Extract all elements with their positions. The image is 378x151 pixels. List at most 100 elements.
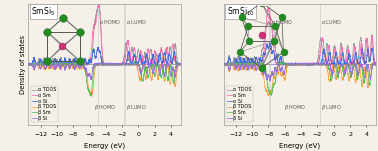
α TDOS — [374, 64, 378, 66]
β Si — [221, 64, 226, 66]
β TDOS — [266, 95, 271, 96]
α Si — [176, 63, 180, 64]
Line: β Sm: β Sm — [223, 62, 376, 95]
α Si — [43, 58, 48, 60]
α TDOS — [26, 63, 31, 65]
β Si — [53, 68, 57, 70]
α Sm — [280, 64, 284, 66]
β TDOS — [370, 62, 374, 64]
β TDOS — [280, 74, 284, 75]
α Sm — [248, 63, 252, 65]
β Sm — [221, 63, 226, 65]
β TDOS — [176, 64, 180, 66]
α Si — [355, 57, 359, 59]
Line: α Si: α Si — [28, 47, 181, 65]
Line: α Sm: α Sm — [28, 5, 181, 66]
α TDOS — [239, 63, 243, 64]
α Si — [248, 63, 253, 64]
β Sm — [53, 64, 57, 66]
α TDOS — [96, 4, 101, 5]
α TDOS — [299, 64, 304, 66]
α Sm — [266, 8, 271, 9]
Legend: α TDOS, α Sm, α Si, β TDOS, β Sm, β Si: α TDOS, α Sm, α Si, β TDOS, β Sm, β Si — [226, 86, 253, 122]
Text: $\beta$ LUMO: $\beta$ LUMO — [321, 103, 342, 112]
α Si — [26, 63, 31, 65]
X-axis label: Energy (eV): Energy (eV) — [279, 142, 321, 149]
Text: $\beta$ HOMO: $\beta$ HOMO — [284, 103, 306, 112]
β TDOS — [239, 63, 243, 65]
α TDOS — [53, 63, 57, 65]
β TDOS — [221, 64, 226, 65]
α TDOS — [179, 62, 183, 64]
β Sm — [269, 94, 274, 96]
β Si — [268, 80, 272, 82]
β TDOS — [159, 63, 164, 65]
Text: $\beta$ LUMO: $\beta$ LUMO — [126, 103, 147, 112]
β Sm — [88, 95, 93, 97]
α TDOS — [355, 61, 359, 63]
Line: α TDOS: α TDOS — [28, 5, 181, 66]
β TDOS — [179, 63, 183, 64]
Line: β TDOS: β TDOS — [28, 63, 181, 96]
Bar — [124, 4, 125, 125]
β Sm — [280, 63, 284, 65]
α Si — [85, 64, 89, 65]
α Sm — [176, 63, 180, 65]
α TDOS — [280, 56, 284, 57]
β TDOS — [374, 63, 378, 65]
α TDOS — [266, 21, 270, 22]
α Sm — [43, 64, 48, 65]
β Sm — [159, 76, 164, 78]
α Si — [223, 65, 228, 66]
Legend: α TDOS, α Sm, α Si, β TDOS, β Sm, β Si: α TDOS, α Sm, α Si, β TDOS, β Sm, β Si — [31, 86, 58, 122]
β Si — [280, 67, 284, 68]
β Sm — [293, 61, 298, 63]
β Sm — [179, 63, 183, 64]
Text: $\beta$ HOMO: $\beta$ HOMO — [94, 103, 116, 112]
β Si — [371, 64, 375, 66]
α TDOS — [371, 47, 375, 48]
Y-axis label: Density of states: Density of states — [20, 35, 26, 94]
α Si — [221, 63, 226, 65]
β Si — [374, 63, 378, 65]
β Sm — [107, 62, 111, 64]
α TDOS — [221, 64, 226, 66]
α TDOS — [176, 63, 180, 65]
Bar — [270, 4, 271, 125]
β Si — [91, 65, 96, 67]
Text: SmSi$_5$: SmSi$_5$ — [31, 6, 56, 18]
Text: $\alpha$ LUMO: $\alpha$ LUMO — [126, 18, 147, 26]
β Si — [287, 64, 291, 65]
Text: $\alpha$ HOMO: $\alpha$ HOMO — [99, 18, 121, 26]
β Si — [159, 65, 164, 66]
Line: β Si: β Si — [223, 63, 376, 81]
α Si — [371, 56, 375, 58]
Line: α Sm: α Sm — [223, 8, 376, 65]
Line: α Si: α Si — [223, 43, 376, 66]
α Si — [287, 63, 291, 65]
β Si — [101, 62, 105, 64]
β Si — [248, 64, 252, 66]
Text: SmSi$_{10}$: SmSi$_{10}$ — [227, 6, 254, 18]
Bar — [98, 4, 99, 125]
β TDOS — [26, 64, 31, 66]
β TDOS — [43, 64, 48, 66]
β Sm — [248, 64, 252, 65]
α Sm — [355, 59, 359, 60]
β TDOS — [91, 81, 96, 83]
β TDOS — [85, 74, 89, 76]
X-axis label: Energy (eV): Energy (eV) — [84, 142, 125, 149]
β TDOS — [61, 62, 65, 64]
α Sm — [26, 63, 31, 65]
α Sm — [371, 47, 375, 49]
β Sm — [85, 82, 89, 84]
α Sm — [221, 64, 226, 66]
α TDOS — [108, 65, 112, 67]
β Si — [176, 64, 180, 66]
β Si — [26, 64, 31, 66]
β Sm — [371, 64, 375, 66]
β Sm — [287, 63, 291, 65]
β Si — [89, 79, 93, 80]
α Sm — [38, 65, 42, 67]
Text: $\alpha$ LUMO: $\alpha$ LUMO — [321, 18, 342, 26]
